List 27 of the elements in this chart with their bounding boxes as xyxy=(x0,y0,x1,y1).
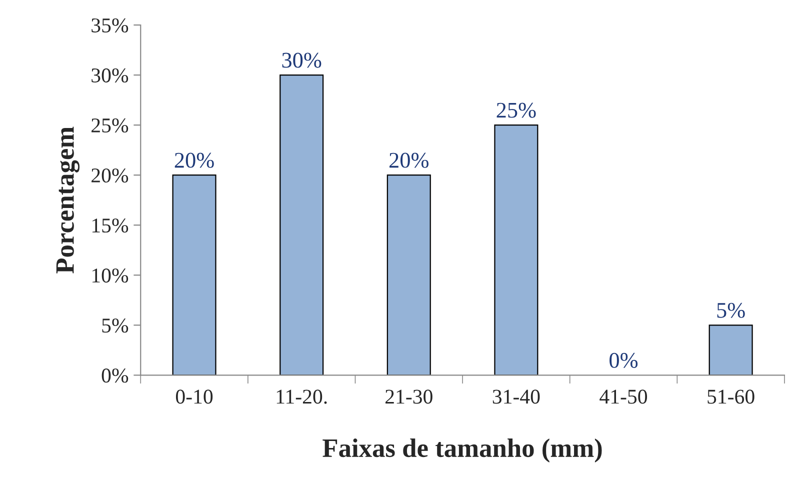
x-tick-label: 0-10 xyxy=(176,390,213,404)
bar xyxy=(172,174,216,376)
x-tick-label: 31-40 xyxy=(492,390,540,404)
bar xyxy=(494,124,538,376)
x-axis-title: Faixas de tamanho (mm) xyxy=(322,438,602,462)
x-tick-label: 21-30 xyxy=(386,390,432,404)
x-tick-label: 11-20. xyxy=(276,390,327,404)
y-axis-title: Porcentagem xyxy=(56,126,80,274)
bar xyxy=(386,174,431,376)
y-tick-label: 35% xyxy=(92,18,128,33)
data-label: 25% xyxy=(496,102,536,118)
x-tick-label: 41-50 xyxy=(600,390,648,404)
y-tick-label: 20% xyxy=(92,168,128,183)
data-label: 0% xyxy=(610,352,638,368)
bar xyxy=(708,324,753,376)
y-tick-label: 5% xyxy=(102,318,128,333)
y-tick-label: 25% xyxy=(92,118,128,133)
y-tick-label: 0% xyxy=(102,368,128,383)
data-label: 20% xyxy=(390,152,428,168)
y-tick-label: 15% xyxy=(92,218,128,233)
data-label: 20% xyxy=(174,152,214,168)
x-tick-label: 51-60 xyxy=(708,390,754,404)
data-label: 5% xyxy=(717,302,745,318)
data-label: 30% xyxy=(282,52,322,68)
y-tick-label: 30% xyxy=(92,68,128,83)
y-tick-label: 10% xyxy=(92,268,128,283)
bar xyxy=(280,74,324,376)
